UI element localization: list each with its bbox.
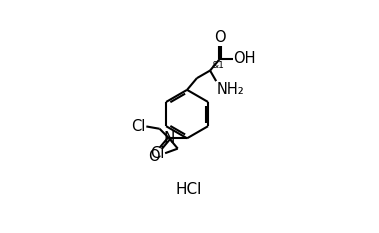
Text: Cl: Cl [150,146,164,161]
Text: O: O [214,30,226,45]
Text: HCl: HCl [176,182,202,197]
Text: Cl: Cl [131,119,146,134]
Text: NH₂: NH₂ [217,82,244,97]
Text: N: N [163,131,175,146]
Text: &1: &1 [211,61,224,70]
Text: O: O [148,149,160,164]
Text: OH: OH [233,51,256,66]
